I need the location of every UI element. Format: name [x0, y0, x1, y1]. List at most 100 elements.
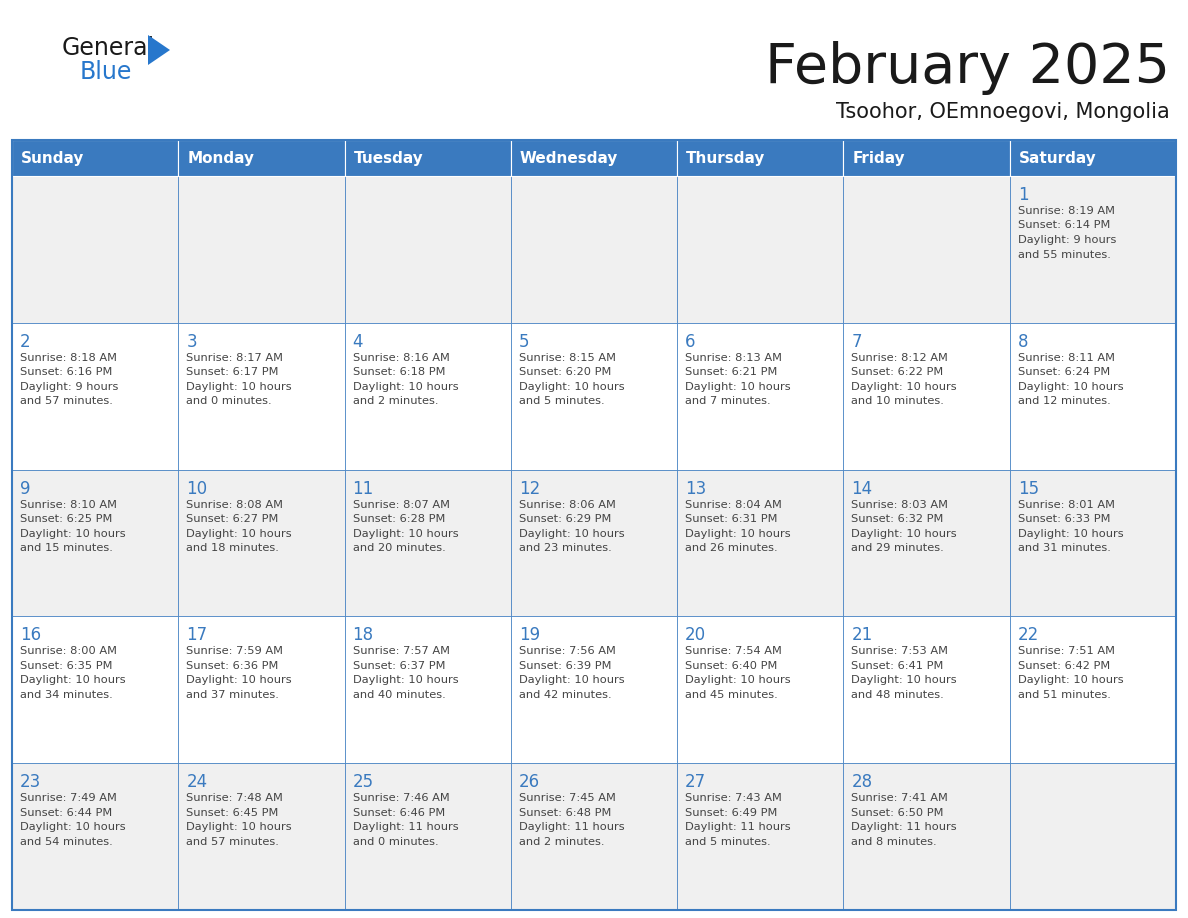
Text: Tsoohor, OEmnoegovi, Mongolia: Tsoohor, OEmnoegovi, Mongolia [836, 102, 1170, 122]
Text: Blue: Blue [80, 60, 132, 84]
Bar [1010, 763, 1176, 910]
Text: Daylight: 10 hours: Daylight: 10 hours [1018, 676, 1124, 686]
Text: Sunrise: 7:51 AM: Sunrise: 7:51 AM [1018, 646, 1114, 656]
Text: General: General [62, 36, 156, 60]
Text: 13: 13 [685, 479, 707, 498]
Text: and 29 minutes.: and 29 minutes. [852, 543, 944, 554]
Text: Thursday: Thursday [687, 151, 765, 165]
Bar [345, 616, 511, 763]
Text: Daylight: 10 hours: Daylight: 10 hours [852, 529, 958, 539]
Text: Daylight: 11 hours: Daylight: 11 hours [852, 823, 958, 833]
Text: Sunset: 6:25 PM: Sunset: 6:25 PM [20, 514, 113, 524]
Text: 17: 17 [187, 626, 208, 644]
Text: Sunset: 6:40 PM: Sunset: 6:40 PM [685, 661, 777, 671]
Bar [511, 763, 677, 910]
Text: Sunset: 6:48 PM: Sunset: 6:48 PM [519, 808, 612, 818]
Bar [843, 176, 1010, 323]
Text: Sunset: 6:17 PM: Sunset: 6:17 PM [187, 367, 279, 377]
Text: and 57 minutes.: and 57 minutes. [20, 397, 113, 407]
Text: and 37 minutes.: and 37 minutes. [187, 690, 279, 700]
Text: and 51 minutes.: and 51 minutes. [1018, 690, 1111, 700]
Text: and 0 minutes.: and 0 minutes. [353, 836, 438, 846]
Text: Sunrise: 7:49 AM: Sunrise: 7:49 AM [20, 793, 116, 803]
Bar [345, 470, 511, 616]
Text: Sunrise: 8:07 AM: Sunrise: 8:07 AM [353, 499, 449, 509]
Text: Sunset: 6:41 PM: Sunset: 6:41 PM [852, 661, 943, 671]
Text: Sunrise: 8:06 AM: Sunrise: 8:06 AM [519, 499, 615, 509]
Polygon shape [148, 35, 170, 65]
Text: 6: 6 [685, 333, 696, 351]
Text: Daylight: 10 hours: Daylight: 10 hours [353, 676, 459, 686]
Bar [178, 323, 345, 470]
Bar [677, 140, 843, 176]
Bar [843, 323, 1010, 470]
Text: 16: 16 [20, 626, 42, 644]
Text: Sunrise: 7:54 AM: Sunrise: 7:54 AM [685, 646, 782, 656]
Text: 20: 20 [685, 626, 707, 644]
Text: 15: 15 [1018, 479, 1038, 498]
Text: 23: 23 [20, 773, 42, 791]
Text: Sunrise: 8:04 AM: Sunrise: 8:04 AM [685, 499, 782, 509]
Bar [12, 140, 178, 176]
Text: 2: 2 [20, 333, 31, 351]
Text: Daylight: 10 hours: Daylight: 10 hours [20, 676, 126, 686]
Bar [1010, 140, 1176, 176]
Text: and 2 minutes.: and 2 minutes. [519, 836, 605, 846]
Bar [178, 140, 345, 176]
Text: Sunset: 6:27 PM: Sunset: 6:27 PM [187, 514, 279, 524]
Bar [843, 140, 1010, 176]
Text: 21: 21 [852, 626, 873, 644]
Text: Daylight: 10 hours: Daylight: 10 hours [685, 382, 791, 392]
Bar [178, 470, 345, 616]
Text: Sunset: 6:44 PM: Sunset: 6:44 PM [20, 808, 112, 818]
Text: and 48 minutes.: and 48 minutes. [852, 690, 944, 700]
Text: Sunday: Sunday [21, 151, 84, 165]
Bar [345, 176, 511, 323]
Text: 26: 26 [519, 773, 541, 791]
Text: Sunrise: 7:43 AM: Sunrise: 7:43 AM [685, 793, 782, 803]
Text: 4: 4 [353, 333, 364, 351]
Text: and 5 minutes.: and 5 minutes. [519, 397, 605, 407]
Text: Sunset: 6:20 PM: Sunset: 6:20 PM [519, 367, 612, 377]
Text: 1: 1 [1018, 186, 1029, 204]
Text: 22: 22 [1018, 626, 1040, 644]
Bar [178, 763, 345, 910]
Text: 12: 12 [519, 479, 541, 498]
Text: Daylight: 10 hours: Daylight: 10 hours [20, 823, 126, 833]
Text: Daylight: 10 hours: Daylight: 10 hours [519, 529, 625, 539]
Text: 19: 19 [519, 626, 541, 644]
Text: and 12 minutes.: and 12 minutes. [1018, 397, 1111, 407]
Text: and 18 minutes.: and 18 minutes. [187, 543, 279, 554]
Bar [1010, 616, 1176, 763]
Bar [677, 763, 843, 910]
Text: 5: 5 [519, 333, 530, 351]
Bar [345, 140, 511, 176]
Text: 7: 7 [852, 333, 862, 351]
Bar [677, 323, 843, 470]
Text: Sunrise: 7:45 AM: Sunrise: 7:45 AM [519, 793, 615, 803]
Bar [677, 470, 843, 616]
Text: Wednesday: Wednesday [520, 151, 618, 165]
Text: and 0 minutes.: and 0 minutes. [187, 397, 272, 407]
Text: and 54 minutes.: and 54 minutes. [20, 836, 113, 846]
Text: Daylight: 9 hours: Daylight: 9 hours [1018, 235, 1116, 245]
Text: Sunset: 6:16 PM: Sunset: 6:16 PM [20, 367, 113, 377]
Bar [12, 470, 178, 616]
Text: Sunset: 6:22 PM: Sunset: 6:22 PM [852, 367, 943, 377]
Text: 27: 27 [685, 773, 707, 791]
Text: Daylight: 10 hours: Daylight: 10 hours [187, 382, 292, 392]
Text: Friday: Friday [853, 151, 905, 165]
Bar [345, 323, 511, 470]
Text: Sunrise: 7:57 AM: Sunrise: 7:57 AM [353, 646, 449, 656]
Text: and 2 minutes.: and 2 minutes. [353, 397, 438, 407]
Text: 8: 8 [1018, 333, 1029, 351]
Text: Sunrise: 8:08 AM: Sunrise: 8:08 AM [187, 499, 283, 509]
Text: Daylight: 10 hours: Daylight: 10 hours [519, 382, 625, 392]
Bar [12, 763, 178, 910]
Text: 10: 10 [187, 479, 208, 498]
Text: Sunrise: 7:48 AM: Sunrise: 7:48 AM [187, 793, 283, 803]
Bar [511, 470, 677, 616]
Bar [178, 616, 345, 763]
Text: Sunset: 6:35 PM: Sunset: 6:35 PM [20, 661, 113, 671]
Bar [12, 616, 178, 763]
